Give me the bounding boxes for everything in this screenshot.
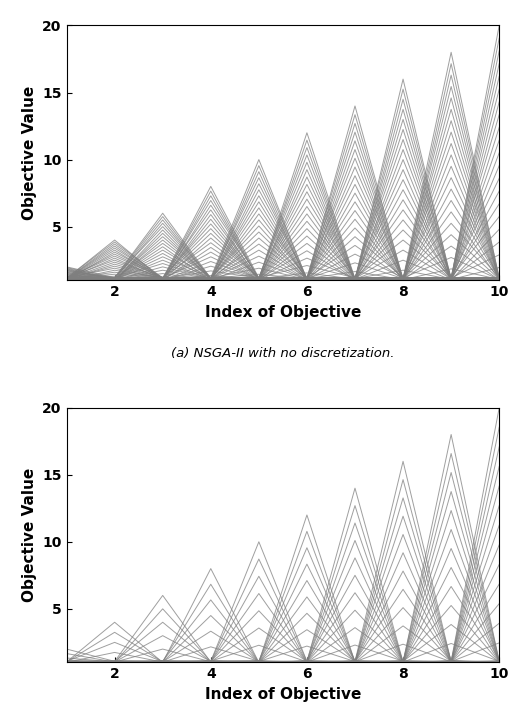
X-axis label: Index of Objective: Index of Objective [205,687,361,702]
X-axis label: Index of Objective: Index of Objective [205,305,361,320]
Y-axis label: Objective Value: Objective Value [22,468,37,602]
Y-axis label: Objective Value: Objective Value [22,86,37,220]
Text: (a) NSGA-II with no discretization.: (a) NSGA-II with no discretization. [171,347,395,360]
